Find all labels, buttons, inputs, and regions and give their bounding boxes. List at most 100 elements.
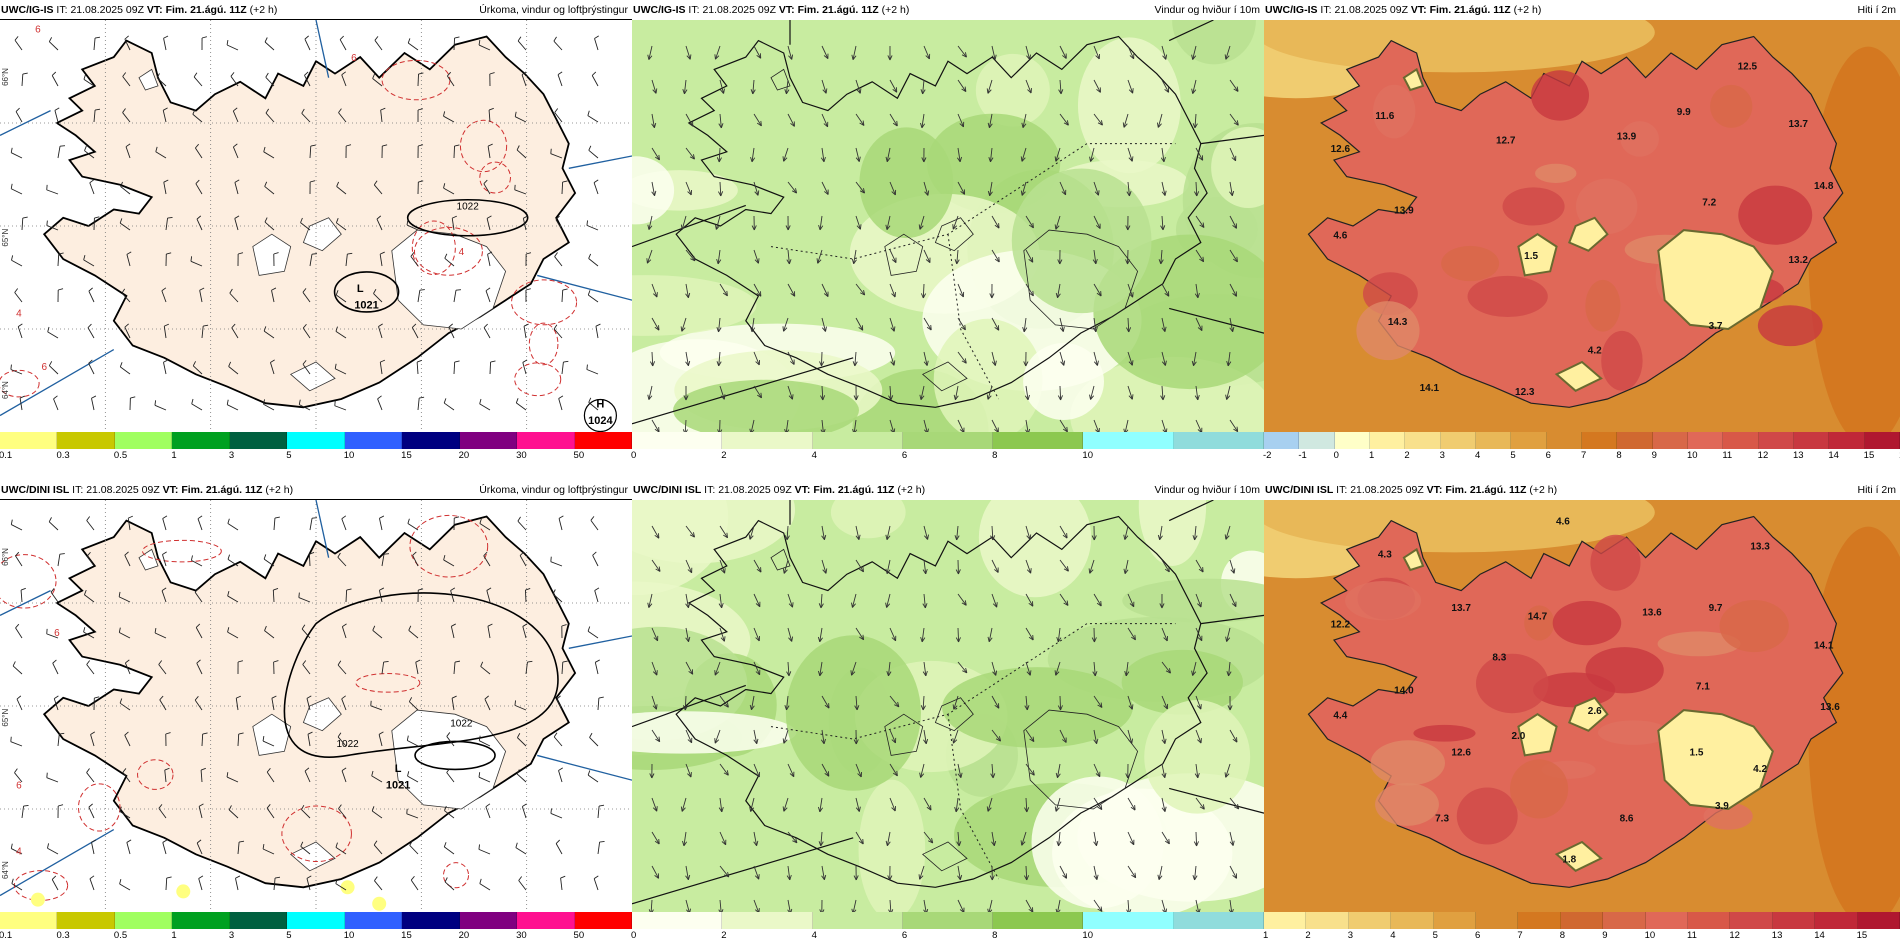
wind-speed-band <box>632 711 797 754</box>
wind-barb <box>406 224 419 231</box>
wind-barb <box>589 737 599 747</box>
boundary-line <box>537 754 632 781</box>
legend-swatch <box>1083 432 1174 449</box>
wind-barb-feather <box>226 39 229 46</box>
wind-barb-feather <box>89 875 95 880</box>
wind-barb <box>120 366 131 375</box>
temp-map[interactable]: 4.6 4.3 13.3 12.2 13.7 14.7 13.6 9.7 8.3 14.1 14.0… <box>1264 500 1900 912</box>
precip-contour <box>77 783 121 832</box>
legend-tick-label: 10 <box>1082 450 1093 461</box>
wind-arrow <box>1024 385 1030 401</box>
wind-barb <box>14 292 23 303</box>
wind-barb-feather <box>337 660 342 666</box>
wind-arrow <box>816 249 823 264</box>
wind-barb-feather <box>227 590 230 597</box>
wind-barb <box>121 292 131 303</box>
wind-barb-feather <box>592 551 597 556</box>
station-temperature: 3.9 <box>1715 801 1729 812</box>
wind-barb <box>124 735 131 747</box>
precip-map[interactable]: 66°N 65°N 64°N 1022 1022 1021 L 6 6 4 <box>0 499 633 913</box>
wind-barb <box>487 254 491 267</box>
wind-barb-feather <box>58 252 64 255</box>
wind-barb-feather <box>83 254 86 261</box>
panel-title: Vindur og hviður í 10m <box>1154 484 1260 496</box>
wind-barb <box>53 698 59 711</box>
wind-barb-feather <box>300 841 304 847</box>
wind-barb <box>306 878 311 891</box>
wind-barb-feather <box>10 843 13 849</box>
wind-barb <box>263 558 275 567</box>
wind-arrow <box>682 695 689 711</box>
wind-arrow <box>855 283 866 296</box>
legend-swatch <box>1581 432 1618 449</box>
wind-barb <box>197 518 203 531</box>
wind-barb-feather <box>83 74 86 80</box>
wind-barb-feather <box>198 875 204 879</box>
legend-tick-label: 5 <box>286 930 292 941</box>
wind-barb-feather <box>51 71 57 76</box>
legend-swatch <box>1518 912 1561 929</box>
map-canvas: 12.511.612.612.7 13.99.913.714.87.213.94.… <box>1264 20 1900 432</box>
legend-tick-label: 8 <box>992 450 998 461</box>
legend-tick-label: 4 <box>1475 450 1481 461</box>
wind-arrow <box>1224 525 1231 540</box>
it-value: 21.08.2025 09Z <box>718 484 792 496</box>
wind-barb <box>162 518 167 531</box>
wind-barb <box>372 78 383 87</box>
wind-barb <box>191 403 203 411</box>
wind-arrow <box>1226 351 1232 367</box>
wind-barb <box>410 879 419 891</box>
wind-barb-feather <box>410 875 415 881</box>
wind-arrow <box>851 593 857 608</box>
wind-arrow <box>855 215 862 230</box>
wind-arrow <box>1024 797 1030 813</box>
wind-barb <box>266 807 275 819</box>
wind-barb <box>119 632 131 639</box>
wind-barb-feather <box>48 37 53 42</box>
wind-barb-feather <box>122 72 127 77</box>
wind-map[interactable] <box>632 500 1264 912</box>
wind-arrow <box>1093 695 1103 708</box>
wind-arrow <box>1056 627 1062 643</box>
wind-barb-feather <box>485 287 491 292</box>
wind-barb <box>480 666 491 675</box>
wind-barb <box>50 591 59 603</box>
legend-tick-label: 1 <box>1263 930 1269 941</box>
temperature-zone <box>1657 631 1741 657</box>
wind-barb <box>84 150 95 159</box>
wind-barb-feather <box>527 660 533 663</box>
wind-barb-feather <box>155 146 158 152</box>
wind-barb <box>444 846 455 855</box>
wind-barb-feather <box>589 732 593 738</box>
wind-map[interactable] <box>632 20 1264 432</box>
wind-barb <box>450 626 455 639</box>
wind-arrow <box>817 797 824 813</box>
wind-speed-band <box>632 500 729 596</box>
wind-barb-feather <box>159 695 164 701</box>
wind-barb <box>335 847 347 855</box>
wind-barb-feather <box>158 660 163 665</box>
wind-barb <box>593 878 599 891</box>
wind-arrow <box>957 283 965 298</box>
wind-arrow <box>1191 351 1197 367</box>
wind-arrow <box>685 865 691 881</box>
legend-swatch <box>1264 912 1307 929</box>
wind-barb-feather <box>454 516 460 519</box>
legend-tick-label: 10 <box>1687 450 1698 461</box>
wind-arrow <box>685 899 691 912</box>
wind-arrow <box>889 283 896 298</box>
glacier-cold-zone <box>1402 547 1425 572</box>
legend-tick-label: 8 <box>1616 450 1622 461</box>
wind-barb-feather <box>490 360 496 363</box>
wind-barb-feather <box>454 144 460 147</box>
wind-barb-feather <box>302 360 307 365</box>
wind-barb-feather <box>586 364 588 370</box>
wind-barb-feather <box>371 806 375 812</box>
vt-label: VT: <box>794 484 811 496</box>
precip-map[interactable]: 66°N 65°N 64°N 1022 1021 L H 1024 6 6 4 4 6 <box>0 19 633 433</box>
legend-swatch <box>1391 912 1434 929</box>
wind-barb <box>560 878 563 891</box>
temp-map[interactable]: 12.5 11.6 12.6 12.7 13.9 9.9 13.7 14.8 7.2 13.9 4.… <box>1264 20 1900 432</box>
wind-barb-feather <box>234 215 240 219</box>
wind-barb <box>47 331 59 339</box>
